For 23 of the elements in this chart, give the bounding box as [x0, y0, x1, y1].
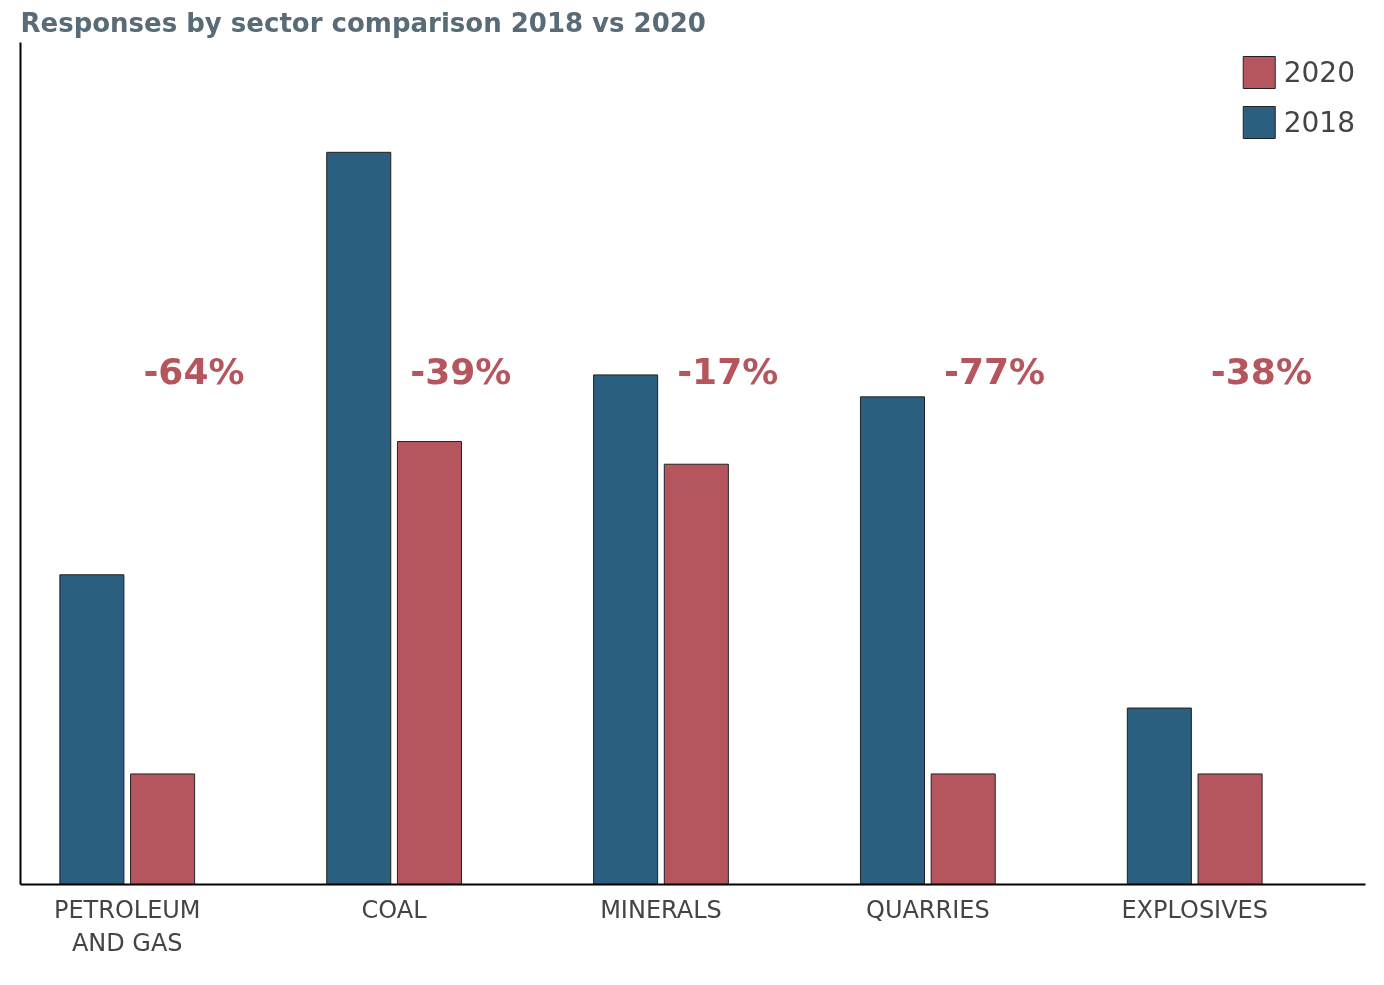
legend-label: 2020	[1283, 55, 1355, 89]
bar	[859, 396, 926, 885]
bar	[130, 773, 196, 885]
bar	[396, 441, 462, 885]
bar	[930, 773, 996, 885]
x-tick-label: QUARRIES	[865, 895, 990, 924]
annotation: -38%	[1210, 351, 1312, 393]
x-tick-label: MINERALS	[600, 895, 722, 924]
bar	[59, 574, 125, 885]
annotation: -77%	[944, 351, 1046, 393]
legend-label: 2018	[1283, 105, 1355, 139]
bar	[326, 151, 392, 885]
bar	[1197, 773, 1263, 885]
annotation: -17%	[677, 351, 779, 393]
chart-title: Responses by sector comparison 2018 vs 2020	[20, 7, 706, 38]
bar	[663, 463, 729, 885]
bar	[1126, 707, 1192, 885]
x-tick-label: COAL	[361, 895, 428, 924]
x-tick-label: EXPLOSIVES	[1121, 895, 1269, 924]
x-tick-label: PETROLEUM AND GAS	[53, 895, 201, 958]
annotation: -39%	[410, 351, 512, 393]
bar	[593, 374, 659, 885]
annotation: -64%	[143, 351, 245, 393]
